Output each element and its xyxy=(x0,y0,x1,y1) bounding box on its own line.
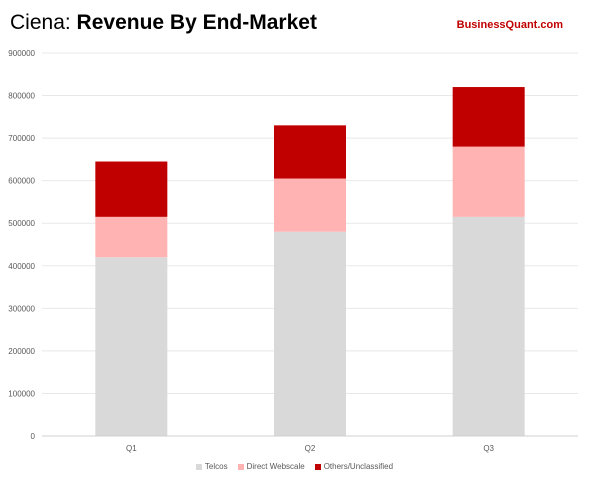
bar-segment xyxy=(95,216,168,258)
y-tick-label: 200000 xyxy=(8,347,35,356)
brand-label: BusinessQuant.com xyxy=(456,19,563,31)
y-tick-label: 800000 xyxy=(8,92,35,101)
legend-swatch xyxy=(314,463,321,470)
legend-item: Direct Webscale xyxy=(237,462,305,471)
legend-label: Direct Webscale xyxy=(246,462,305,471)
y-tick-label: 0 xyxy=(31,432,36,441)
x-tick-label: Q1 xyxy=(126,444,137,453)
legend-item: Telcos xyxy=(195,462,228,471)
chart-title: Ciena: Revenue By End-Market xyxy=(10,11,317,35)
x-tick-label: Q2 xyxy=(305,444,316,453)
y-tick-label: 500000 xyxy=(8,219,35,228)
bar-segment xyxy=(274,231,346,436)
legend-label: Telcos xyxy=(204,462,228,471)
y-tick-label: 600000 xyxy=(8,177,35,186)
chart-legend: Telcos Direct Webscale Others/Unclassified xyxy=(0,462,589,471)
y-tick-label: 100000 xyxy=(8,389,35,398)
bar-segment xyxy=(95,257,168,436)
y-tick-label: 900000 xyxy=(8,49,35,58)
y-tick-label: 400000 xyxy=(8,262,35,271)
bar-segment xyxy=(452,216,525,436)
x-tick-label: Q3 xyxy=(483,444,494,453)
bar-segment xyxy=(274,125,346,179)
legend-label: Others/Unclassified xyxy=(323,462,394,471)
y-tick-label: 700000 xyxy=(8,134,35,143)
legend-item: Others/Unclassified xyxy=(314,462,394,471)
bar-segment xyxy=(274,178,346,232)
bar-segment xyxy=(452,87,525,147)
chart-title-main: Revenue By End-Market xyxy=(76,11,317,34)
chart-title-prefix: Ciena: xyxy=(10,11,77,34)
legend-swatch xyxy=(237,463,244,470)
bar-segment xyxy=(95,161,168,217)
legend-swatch xyxy=(195,463,202,470)
y-tick-label: 300000 xyxy=(8,304,35,313)
bar-segment xyxy=(452,146,525,217)
